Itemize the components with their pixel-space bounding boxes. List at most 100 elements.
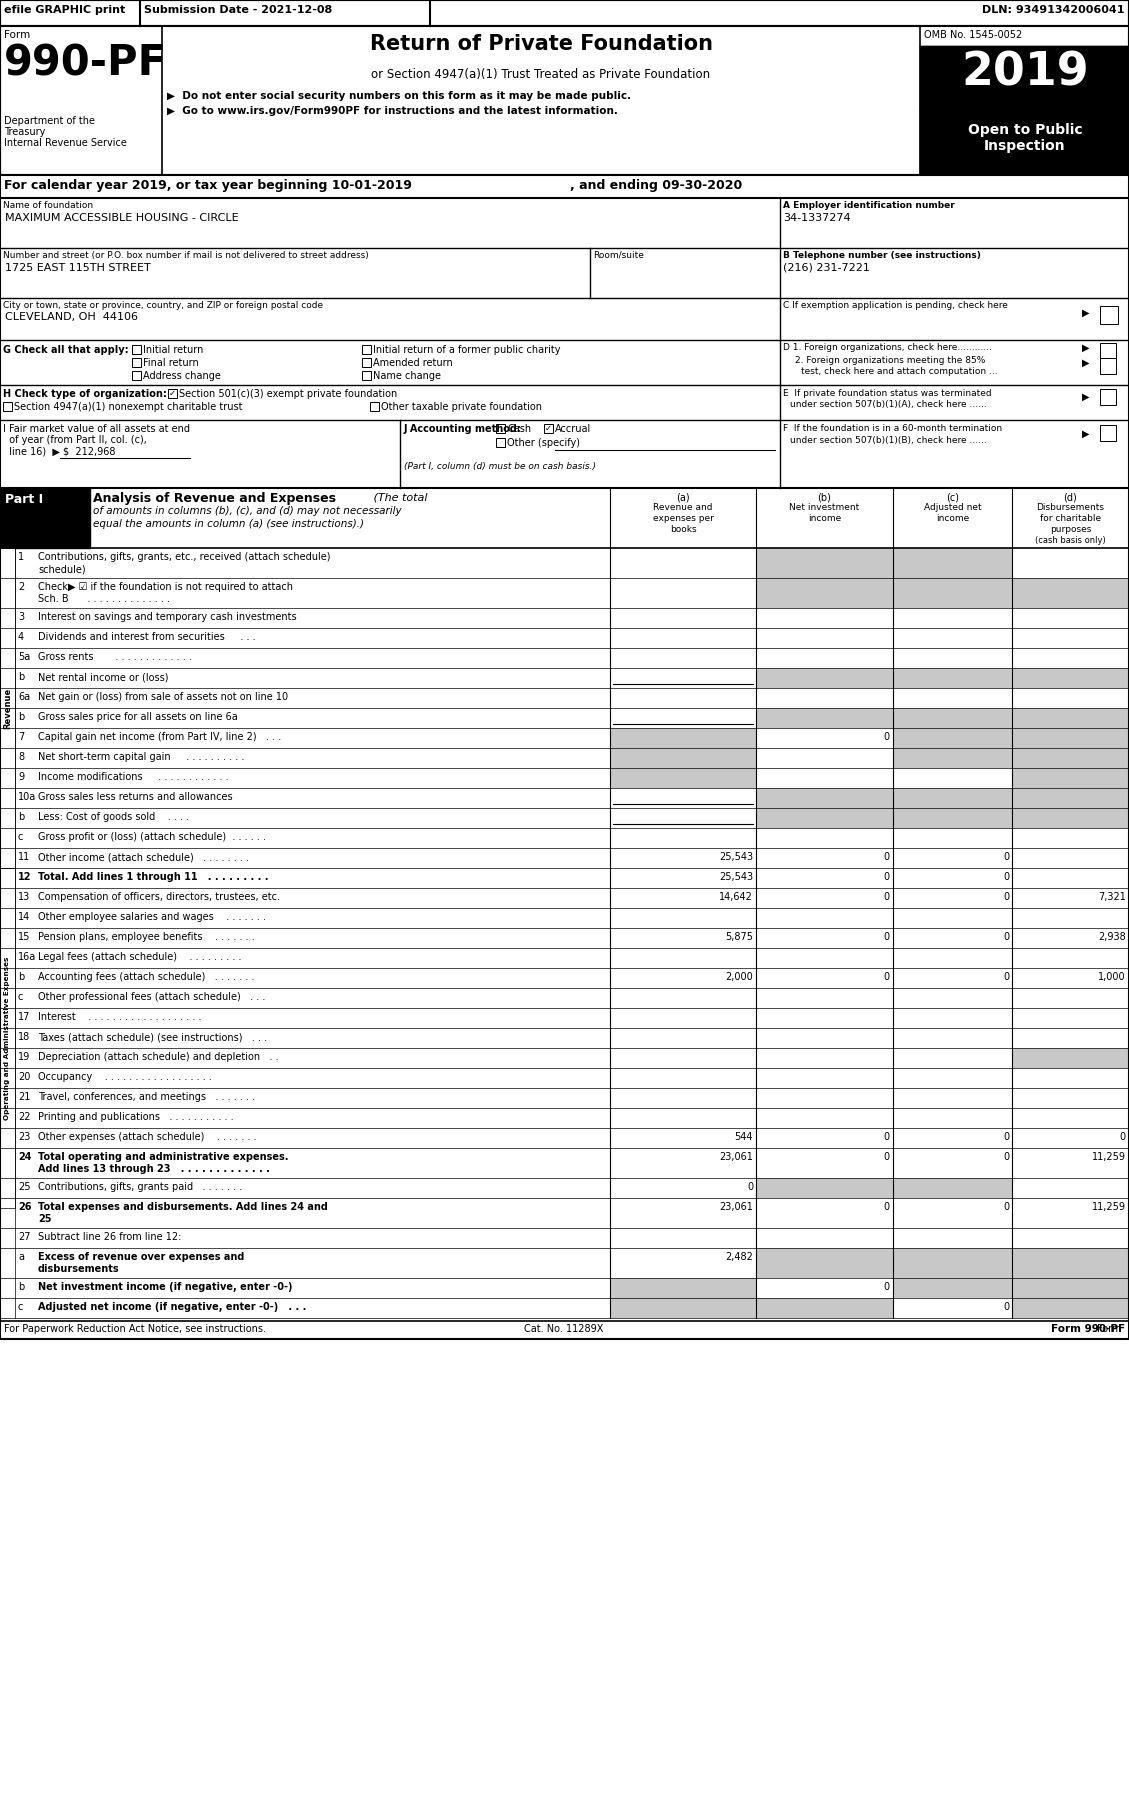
Bar [610, 868, 756, 888]
Bar [1012, 1048, 1129, 1068]
Bar [1012, 987, 1129, 1009]
Text: c: c [18, 1302, 24, 1313]
Bar [893, 1108, 1012, 1127]
Bar [610, 849, 756, 868]
Text: Revenue and: Revenue and [654, 503, 712, 512]
Bar [756, 647, 893, 669]
Bar [610, 548, 756, 577]
Bar [370, 403, 379, 412]
Bar [756, 728, 893, 748]
Bar [0, 548, 15, 868]
Text: 25,543: 25,543 [719, 852, 753, 861]
Text: Net gain or (loss) from sale of assets not on line 10: Net gain or (loss) from sale of assets n… [38, 692, 288, 701]
Text: (c): (c) [946, 493, 959, 502]
Text: 5,875: 5,875 [725, 931, 753, 942]
Text: b: b [18, 672, 24, 681]
Text: income: income [936, 514, 969, 523]
Bar [893, 849, 1012, 868]
Bar [610, 748, 756, 768]
Bar [610, 669, 756, 689]
Bar [893, 577, 1012, 608]
Bar [1012, 1108, 1129, 1127]
Text: (The total: (The total [370, 493, 428, 502]
Text: Occupancy    . . . . . . . . . . . . . . . . . .: Occupancy . . . . . . . . . . . . . . . … [38, 1072, 212, 1082]
Text: Open to Public: Open to Public [968, 122, 1083, 137]
Bar [362, 345, 371, 354]
Text: 7: 7 [18, 732, 24, 743]
Bar [1012, 768, 1129, 788]
Text: Subtract line 26 from line 12:: Subtract line 26 from line 12: [38, 1232, 182, 1242]
Text: Adjusted net: Adjusted net [924, 503, 981, 512]
Text: under section 507(b)(1)(B), check here ......: under section 507(b)(1)(B), check here .… [790, 435, 987, 444]
Text: Gross sales price for all assets on line 6a: Gross sales price for all assets on line… [38, 712, 238, 723]
Bar [893, 1009, 1012, 1028]
Text: , and ending 09-30-2020: , and ending 09-30-2020 [570, 180, 742, 192]
Text: 2,938: 2,938 [1099, 931, 1126, 942]
Bar [610, 689, 756, 708]
Text: 24: 24 [18, 1153, 32, 1162]
Bar [893, 1298, 1012, 1318]
Text: Adjusted net income (if negative, enter -0-)   . . .: Adjusted net income (if negative, enter … [38, 1302, 306, 1313]
Text: efile GRAPHIC print: efile GRAPHIC print [5, 5, 125, 14]
Bar [3, 403, 12, 412]
Text: Travel, conferences, and meetings   . . . . . . .: Travel, conferences, and meetings . . . … [38, 1091, 255, 1102]
Bar [610, 768, 756, 788]
Text: G Check all that apply:: G Check all that apply: [3, 345, 129, 354]
Text: 7,321: 7,321 [1099, 892, 1126, 903]
Text: income: income [808, 514, 841, 523]
Text: disbursements: disbursements [38, 1264, 120, 1275]
Bar [756, 577, 893, 608]
Text: Form: Form [1097, 1323, 1124, 1334]
Text: Dividends and interest from securities     . . .: Dividends and interest from securities .… [38, 633, 255, 642]
Bar [1012, 1197, 1129, 1228]
Text: Capital gain net income (from Part IV, line 2)   . . .: Capital gain net income (from Part IV, l… [38, 732, 281, 743]
Bar [756, 1028, 893, 1048]
Text: 0: 0 [884, 732, 890, 743]
Bar [756, 788, 893, 807]
Bar [610, 908, 756, 928]
Text: (216) 231-7221: (216) 231-7221 [784, 263, 869, 273]
Bar [893, 768, 1012, 788]
Bar [893, 1048, 1012, 1068]
Bar [610, 1048, 756, 1068]
Bar [893, 728, 1012, 748]
Text: of amounts in columns (b), (c), and (d) may not necessarily: of amounts in columns (b), (c), and (d) … [93, 505, 402, 516]
Text: Contributions, gifts, grants, etc., received (attach schedule): Contributions, gifts, grants, etc., rece… [38, 552, 331, 563]
Text: E  If private foundation status was terminated: E If private foundation status was termi… [784, 388, 991, 397]
Text: 0: 0 [884, 973, 890, 982]
Bar [756, 1088, 893, 1108]
Text: 8: 8 [18, 752, 24, 762]
Bar [893, 548, 1012, 577]
Text: 11: 11 [18, 852, 30, 861]
Bar [756, 548, 893, 577]
Bar [1012, 849, 1129, 868]
Bar [756, 1068, 893, 1088]
Bar [1100, 388, 1115, 405]
Bar [610, 1298, 756, 1318]
Text: 15: 15 [18, 931, 30, 942]
Text: ▶  Do not enter social security numbers on this form as it may be made public.: ▶ Do not enter social security numbers o… [167, 92, 631, 101]
Bar [756, 967, 893, 987]
Text: 4: 4 [18, 633, 24, 642]
Bar [893, 748, 1012, 768]
Text: ▶: ▶ [1082, 343, 1089, 352]
Text: b: b [18, 712, 24, 723]
Text: Number and street (or P.O. box number if mail is not delivered to street address: Number and street (or P.O. box number if… [3, 252, 369, 261]
Text: Interest on savings and temporary cash investments: Interest on savings and temporary cash i… [38, 611, 297, 622]
Text: CLEVELAND, OH  44106: CLEVELAND, OH 44106 [5, 313, 138, 322]
Text: Analysis of Revenue and Expenses: Analysis of Revenue and Expenses [93, 493, 336, 505]
Text: Total. Add lines 1 through 11   . . . . . . . . .: Total. Add lines 1 through 11 . . . . . … [38, 872, 269, 883]
Text: City or town, state or province, country, and ZIP or foreign postal code: City or town, state or province, country… [3, 300, 323, 309]
Text: 23,061: 23,061 [719, 1153, 753, 1162]
Text: under section 507(b)(1)(A), check here ......: under section 507(b)(1)(A), check here .… [790, 399, 987, 408]
Text: 544: 544 [735, 1133, 753, 1142]
Bar [1100, 358, 1115, 374]
Bar [1012, 548, 1129, 577]
Text: Disbursements: Disbursements [1036, 503, 1104, 512]
Text: ▶: ▶ [1082, 430, 1089, 439]
Text: 2019: 2019 [961, 50, 1088, 95]
Bar [756, 849, 893, 868]
Bar [0, 0, 1129, 1340]
Text: 34-1337274: 34-1337274 [784, 212, 850, 223]
Text: Part I: Part I [5, 493, 43, 505]
